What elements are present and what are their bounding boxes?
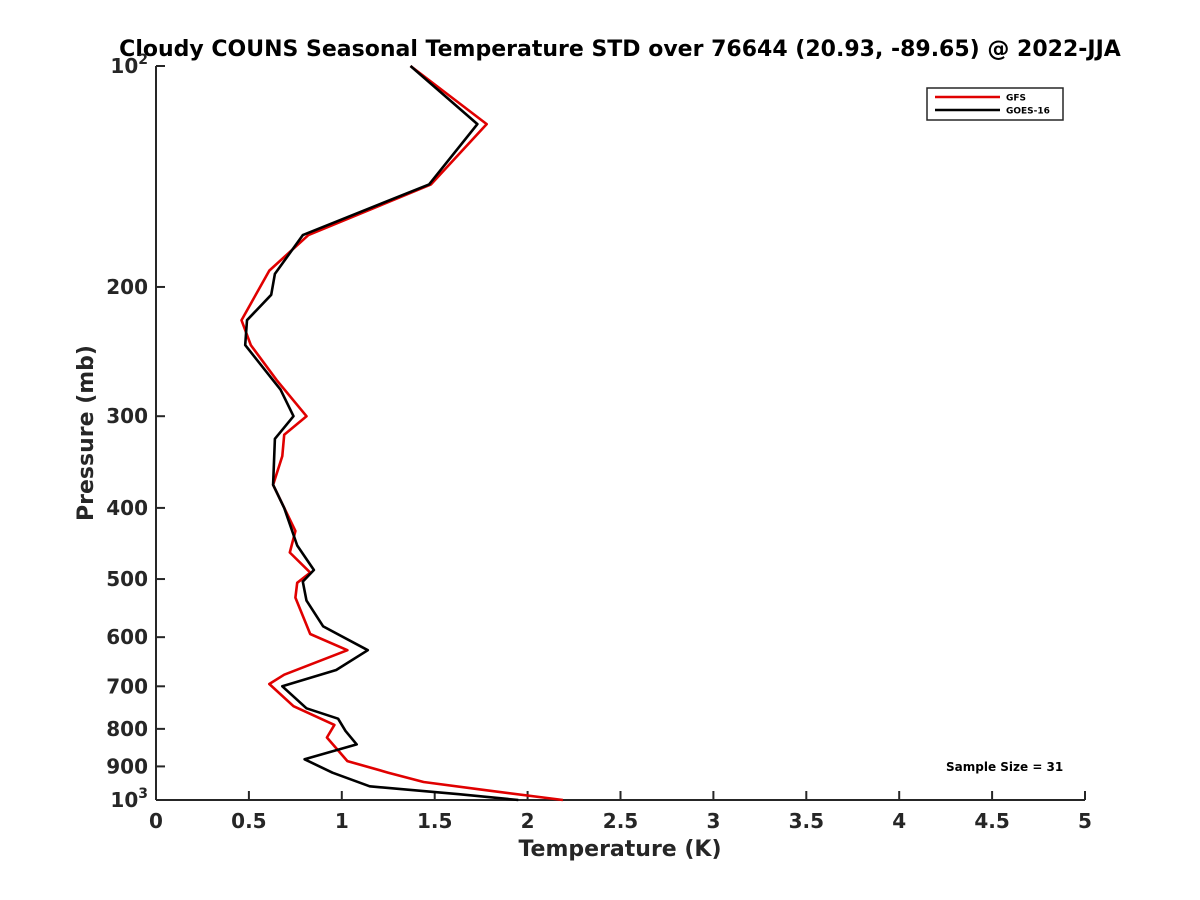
x-tick-label: 1.5 bbox=[417, 809, 452, 833]
y-tick-label: 600 bbox=[106, 625, 148, 649]
x-tick-label: 3.5 bbox=[789, 809, 824, 833]
y-tick-label: 900 bbox=[106, 754, 148, 778]
x-axis-label: Temperature (K) bbox=[518, 837, 721, 862]
y-tick-label: 300 bbox=[106, 404, 148, 428]
legend-label-gfs: GFS bbox=[1006, 94, 1026, 104]
y-tick-label: 700 bbox=[106, 674, 148, 698]
y-tick-label: 103 bbox=[110, 786, 148, 812]
x-tick-label: 5 bbox=[1078, 809, 1092, 833]
x-tick-label: 4.5 bbox=[974, 809, 1009, 833]
x-tick-label: 0.5 bbox=[231, 809, 266, 833]
y-tick-base: 10 bbox=[110, 54, 138, 78]
y-tick-label: 200 bbox=[106, 275, 148, 299]
y-axis-label: Pressure (mb) bbox=[74, 345, 99, 521]
y-tick-label: 800 bbox=[106, 717, 148, 741]
x-tick-label: 1 bbox=[335, 809, 349, 833]
legend-box bbox=[926, 87, 1064, 121]
data-series bbox=[240, 64, 564, 802]
y-tick-label: 400 bbox=[106, 496, 148, 520]
x-tick-label: 0 bbox=[149, 809, 163, 833]
y-tick-base: 10 bbox=[110, 788, 138, 812]
chart-title: Cloudy COUNS Seasonal Temperature STD ov… bbox=[119, 37, 1121, 62]
y-tick-label: 500 bbox=[106, 567, 148, 591]
series-line-gfs bbox=[240, 64, 564, 802]
y-tick-exponent: 2 bbox=[138, 52, 148, 68]
x-tick-label: 3 bbox=[706, 809, 720, 833]
x-tick-label: 4 bbox=[892, 809, 906, 833]
x-tick-label: 2 bbox=[521, 809, 535, 833]
plot-axes bbox=[155, 66, 1085, 801]
y-tick-exponent: 3 bbox=[138, 786, 148, 802]
legend-label-goes16: GOES-16 bbox=[1006, 107, 1050, 117]
sample-size-annotation: Sample Size = 31 bbox=[946, 760, 1063, 774]
legend: GFS GOES-16 bbox=[926, 87, 1064, 121]
y-tick-label: 102 bbox=[110, 52, 148, 78]
x-tick-label: 2.5 bbox=[603, 809, 638, 833]
series-line-goes16 bbox=[243, 65, 519, 802]
x-axis-ticks: 0 0.5 1 1.5 2 2.5 3 3.5 4 4.5 5 bbox=[149, 791, 1092, 833]
